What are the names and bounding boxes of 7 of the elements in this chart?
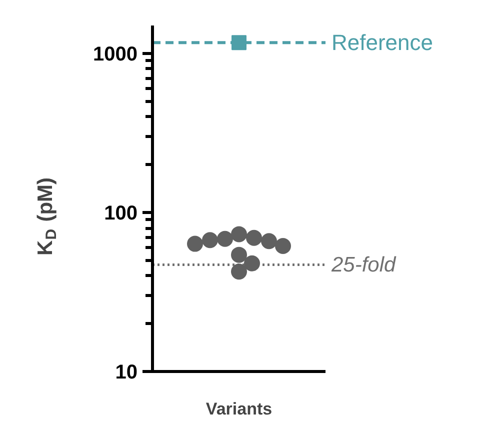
x-tick-label: Variants — [206, 400, 272, 419]
y-tick-label: 10 — [115, 362, 138, 384]
y-tick-label: 100 — [104, 202, 138, 225]
ref-line-label: Reference — [332, 30, 434, 56]
ref-line-label: 25-fold — [330, 253, 398, 276]
y-axis-title: KD (pM) — [34, 177, 60, 256]
y-tick-label: 1000 — [93, 44, 138, 66]
